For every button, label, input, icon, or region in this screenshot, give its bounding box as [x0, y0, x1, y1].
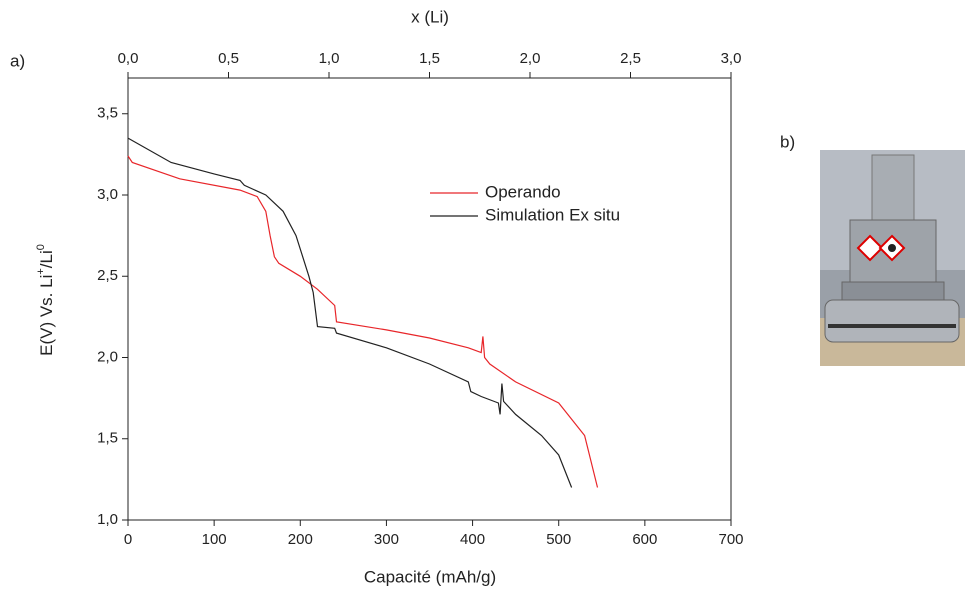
x-tick-label: 300 — [374, 531, 399, 548]
x2-tick-label: 2,0 — [520, 50, 541, 67]
x-axis-label: Capacité (mAh/g) — [364, 567, 496, 586]
panel-label: a) — [10, 51, 25, 70]
x-tick-label: 500 — [546, 531, 571, 548]
legend-label: Simulation Ex situ — [485, 205, 620, 224]
y-tick-label: 2,0 — [97, 348, 118, 365]
x2-tick-label: 3,0 — [721, 50, 742, 67]
photo — [820, 150, 965, 366]
x-tick-label: 0 — [124, 531, 132, 548]
panel-label: b) — [780, 132, 795, 151]
x-tick-label: 700 — [718, 531, 743, 548]
plot-frame — [127, 77, 732, 521]
x2-tick-label: 0,5 — [218, 50, 239, 67]
x2-tick-label: 2,5 — [620, 50, 641, 67]
x2-tick-label: 0,0 — [118, 50, 139, 67]
y-tick-label: 3,0 — [97, 186, 118, 203]
y-axis-label: E(V) Vs. Li+/Li0 — [35, 244, 57, 356]
y-tick-label: 1,5 — [97, 430, 118, 447]
y-tick-label: 3,5 — [97, 105, 118, 122]
x-tick-label: 100 — [202, 531, 227, 548]
series-line — [127, 137, 573, 488]
x2-tick-label: 1,5 — [419, 50, 440, 67]
series-line — [127, 155, 599, 488]
x-tick-label: 400 — [460, 531, 485, 548]
y-tick-label: 2,5 — [97, 267, 118, 284]
x2-tick-label: 1,0 — [319, 50, 340, 67]
y-tick-label: 1,0 — [97, 511, 118, 528]
x-tick-label: 600 — [632, 531, 657, 548]
x2-axis-label: x (Li) — [411, 7, 449, 26]
x-tick-label: 200 — [288, 531, 313, 548]
legend-label: Operando — [485, 182, 561, 201]
